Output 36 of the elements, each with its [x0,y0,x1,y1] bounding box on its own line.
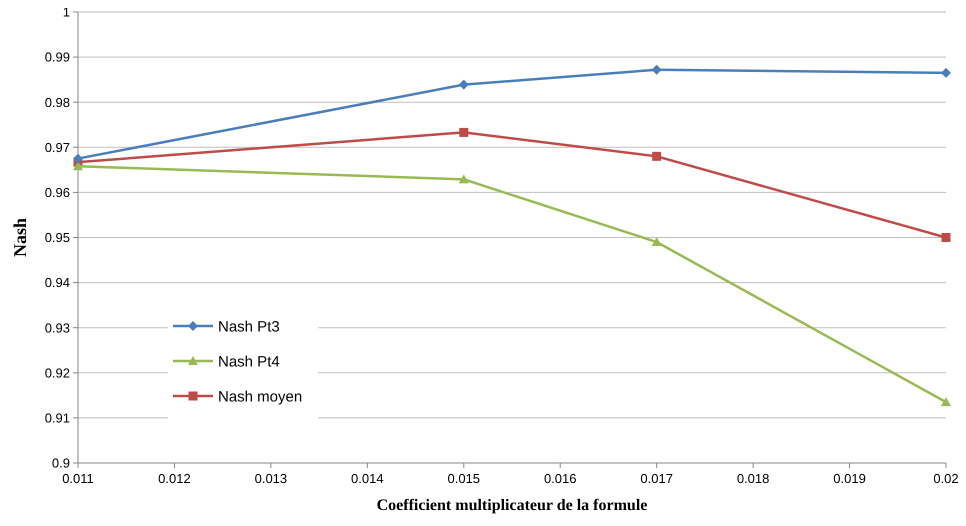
x-tick-label: 0.02 [933,471,959,486]
y-tick-label: 0.93 [44,320,70,336]
x-tick-label: 0.016 [544,471,576,486]
y-tick-label: 0.97 [44,140,70,155]
x-tick-label: 0.017 [640,471,673,486]
legend-label: Nash Pt3 [218,318,280,336]
point [941,397,951,406]
y-axis-title: Nash [10,218,30,258]
point [652,152,662,161]
y-tick-label: 1 [62,4,70,20]
legend-label: Nash moyen [218,388,302,406]
point [942,233,950,242]
point [458,174,469,184]
point [652,237,662,246]
y-tick-label: 0.91 [44,410,70,426]
y-tick-label: 0.94 [44,275,70,290]
y-tick-label: 0.95 [44,230,70,246]
y-tick-label: 0.9 [52,456,70,471]
y-tick-label: 0.96 [44,184,70,200]
y-tick-label: 0.99 [44,50,70,65]
x-tick-label: 0.012 [158,471,191,486]
y-tick-label: 0.92 [44,365,70,380]
legend-label: Nash Pt4 [218,353,280,370]
x-tick-label: 0.013 [254,471,288,486]
x-tick-label: 0.015 [448,471,480,486]
x-tick-label: 0.019 [833,471,866,486]
x-tick-label: 0.018 [736,471,770,486]
point [73,154,83,164]
x-tick-label: 0.011 [62,471,94,486]
x-axis-title: Coefficient multiplicateur de la formule [376,497,648,514]
y-tick-label: 0.98 [44,94,70,110]
point [652,64,662,75]
point [459,128,468,137]
x-tick-label: 0.014 [351,471,384,486]
point [941,68,951,78]
point [458,80,469,90]
